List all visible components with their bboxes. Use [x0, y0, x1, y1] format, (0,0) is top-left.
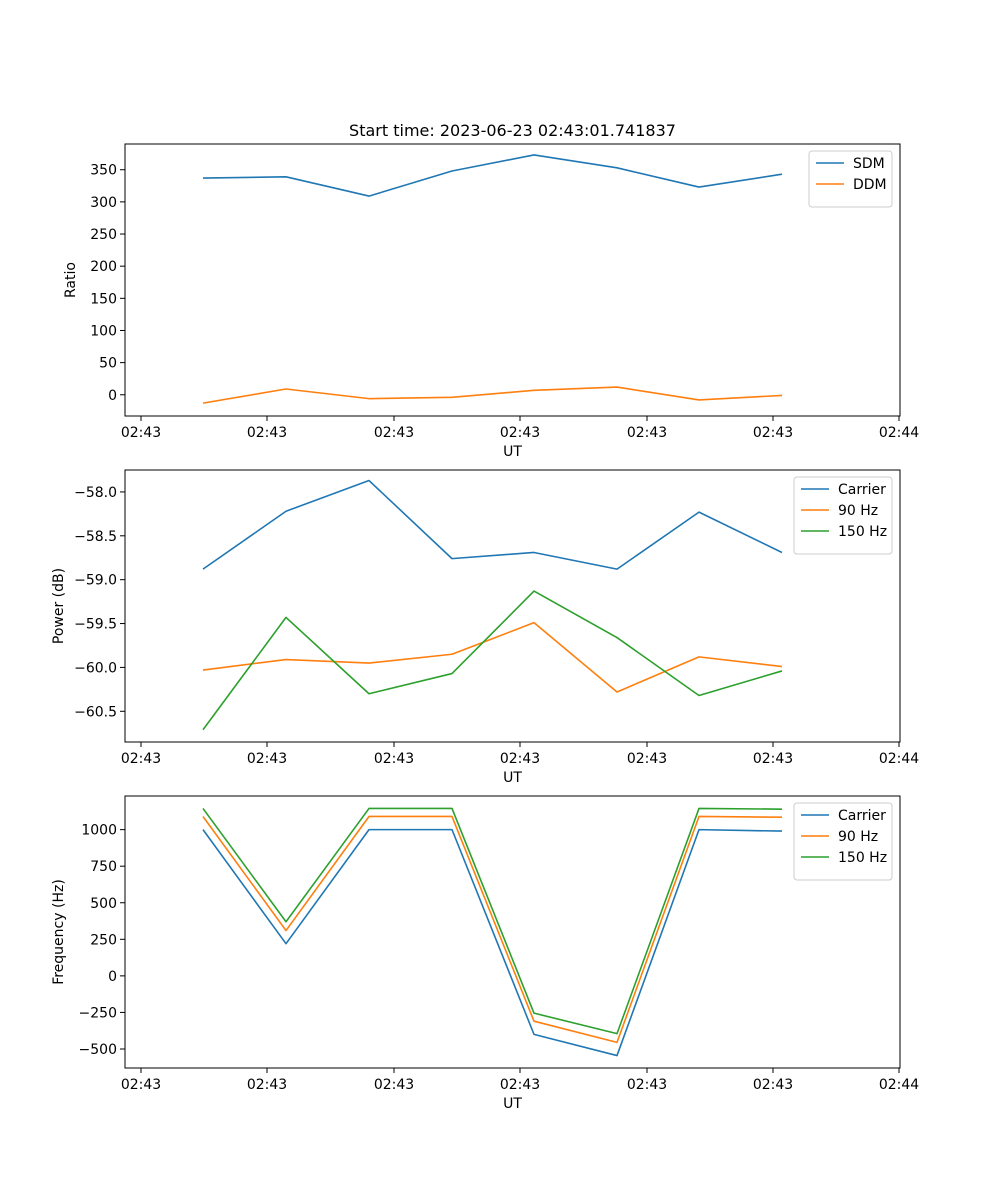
- subplot-2: −58.0 −58.5 −59.0 −59.5 −60.0 −60.5 02:43 02:43…: [51, 469, 919, 786]
- legend-box: [808, 150, 893, 208]
- x-axis-label: UT: [503, 444, 522, 460]
- x-tick-label: 02:43: [247, 751, 287, 767]
- y-axis-label: Power (dB): [51, 568, 67, 644]
- plot-frame: [124, 469, 901, 743]
- x-tick-label: 02:44: [879, 1077, 919, 1093]
- y-tick-label: 250: [90, 227, 117, 243]
- y-tick-label: −250: [79, 1005, 117, 1021]
- y-tick-label: −58.0: [74, 485, 117, 501]
- legend: Carrier 90 Hz 150 Hz: [793, 476, 893, 555]
- y-tick-label: −59.5: [74, 617, 117, 633]
- y-tick-label: 250: [90, 932, 117, 948]
- subplot-3: −500 −250 0 250 500 750 1000 02:43 02:43 02:43 02:…: [51, 795, 919, 1112]
- x-tick-label: 02:43: [500, 425, 540, 441]
- y-tick-label: 150: [90, 291, 117, 307]
- y-tick-label: 300: [90, 195, 117, 211]
- y-tick-label: 350: [90, 163, 117, 179]
- y-tick-label: −59.0: [74, 573, 117, 589]
- y-tick-label: −60.0: [74, 660, 117, 676]
- x-tick-label: 02:44: [879, 751, 919, 767]
- legend-entry-carrier: Carrier: [838, 482, 886, 498]
- y-axis-label: Frequency (Hz): [51, 879, 67, 985]
- y-tick-label: −60.5: [74, 704, 117, 720]
- legend-entry-150-hz: 150 Hz: [838, 524, 887, 540]
- series-line-150-hz: [202, 807, 783, 1035]
- x-tick-label: 02:43: [121, 1077, 161, 1093]
- x-tick-label: 02:43: [374, 425, 414, 441]
- legend-entry-ddm: DDM: [853, 177, 887, 193]
- x-tick-label: 02:43: [627, 751, 667, 767]
- y-tick-label: 1000: [81, 823, 117, 839]
- x-tick-label: 02:43: [374, 1077, 414, 1093]
- series-line-90-hz: [202, 815, 783, 1044]
- plot-frame: [124, 143, 901, 417]
- x-tick-label: 02:43: [753, 751, 793, 767]
- x-tick-label: 02:43: [500, 1077, 540, 1093]
- chart-title: Start time: 2023-06-23 02:43:01.741837: [349, 121, 676, 140]
- series-line-ddm: [202, 386, 783, 404]
- series-line-carrier: [202, 828, 783, 1057]
- x-tick-label: 02:44: [879, 425, 919, 441]
- x-tick-label: 02:43: [374, 751, 414, 767]
- y-tick-label: 200: [90, 259, 117, 275]
- y-tick-label: 0: [108, 969, 117, 985]
- series-line-150-hz: [202, 590, 783, 731]
- legend: Carrier 90 Hz 150 Hz: [793, 802, 893, 881]
- legend-entry-90-hz: 90 Hz: [838, 829, 878, 845]
- series-line-sdm: [202, 154, 783, 197]
- x-axis-label: UT: [503, 770, 522, 786]
- y-tick-label: 500: [90, 896, 117, 912]
- subplot-1: 0 50 100 150 200 250 300 350 02:43 02:43 02:43 02:4…: [63, 121, 919, 460]
- legend-entry-150-hz: 150 Hz: [838, 850, 887, 866]
- y-tick-label: 750: [90, 859, 117, 875]
- y-tick-label: −500: [79, 1042, 117, 1058]
- y-tick-label: −58.5: [74, 529, 117, 545]
- legend-entry-sdm: SDM: [853, 156, 885, 172]
- y-tick-label: 50: [99, 356, 117, 372]
- legend-entry-carrier: Carrier: [838, 808, 886, 824]
- x-axis-label: UT: [503, 1096, 522, 1112]
- x-tick-label: 02:43: [627, 425, 667, 441]
- x-tick-label: 02:43: [247, 425, 287, 441]
- x-tick-label: 02:43: [247, 1077, 287, 1093]
- x-tick-label: 02:43: [500, 751, 540, 767]
- plot-frame: [124, 795, 901, 1069]
- legend-entry-90-hz: 90 Hz: [838, 503, 878, 519]
- legend: SDM DDM: [808, 150, 893, 208]
- series-line-carrier: [202, 479, 783, 570]
- x-tick-label: 02:43: [753, 425, 793, 441]
- legend-box: [793, 802, 893, 881]
- legend-box: [793, 476, 893, 555]
- y-tick-label: 100: [90, 323, 117, 339]
- x-tick-label: 02:43: [753, 1077, 793, 1093]
- series-line-90-hz: [202, 621, 783, 693]
- x-tick-label: 02:43: [121, 425, 161, 441]
- x-tick-label: 02:43: [627, 1077, 667, 1093]
- y-axis-label: Ratio: [63, 262, 79, 298]
- x-tick-label: 02:43: [121, 751, 161, 767]
- y-tick-label: 0: [108, 388, 117, 404]
